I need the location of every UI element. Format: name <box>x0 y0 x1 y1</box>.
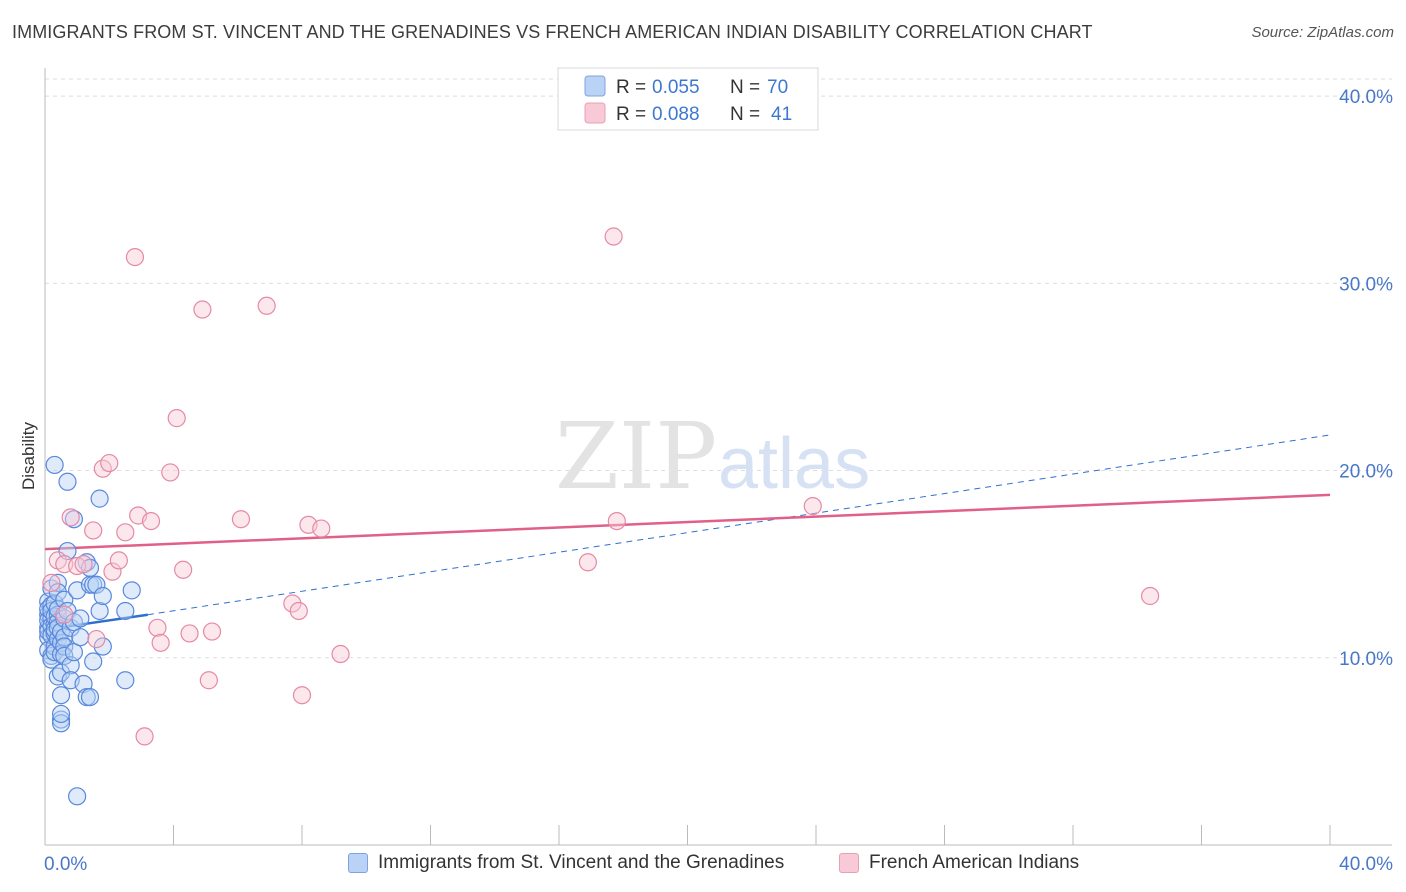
data-point-french-american-indian <box>1140 586 1160 606</box>
axes <box>44 68 1392 846</box>
data-point-immigrants <box>51 686 71 705</box>
data-point-french-american-indian <box>68 556 87 576</box>
data-point-french-american-indian <box>151 633 170 652</box>
data-point-french-american-indian <box>202 622 222 641</box>
data-point-immigrants <box>84 652 103 671</box>
grid-lines <box>45 78 1392 659</box>
y-tick-label: 20.0% <box>1339 462 1393 483</box>
data-point-french-american-indian <box>257 296 276 315</box>
source-credit: Source: ZipAtlas.com <box>1251 24 1394 41</box>
data-point-french-american-indian <box>74 555 93 574</box>
data-point-french-american-indian <box>87 629 106 649</box>
data-point-immigrants <box>68 787 87 806</box>
data-point-french-american-indian <box>161 463 180 482</box>
legend-swatch-blue <box>584 75 606 97</box>
data-point-immigrants <box>80 687 100 707</box>
watermark-atlas: atlas <box>718 424 870 504</box>
data-point-immigrants <box>55 590 74 609</box>
data-point-immigrants <box>55 637 74 656</box>
data-point-immigrants <box>71 628 90 647</box>
data-point-french-american-indian <box>292 686 312 705</box>
legend-label: Immigrants from St. Vincent and the Gren… <box>378 852 785 873</box>
y-tick-label: 40.0% <box>1339 87 1393 108</box>
data-point-french-american-indian <box>199 671 218 690</box>
data-point-french-american-indian <box>125 248 145 267</box>
data-point-immigrants <box>55 628 74 647</box>
data-point-immigrants <box>64 643 84 662</box>
legend-bottom: Immigrants from St. Vincent and the Gren… <box>0 850 1406 880</box>
tick-labels: 10.0% 20.0% 30.0% 40.0% 0.0% 40.0% <box>44 87 1393 875</box>
trend-line-french-american-indians <box>44 493 1331 551</box>
data-point-immigrants <box>87 575 106 594</box>
data-point-immigrants <box>48 573 67 592</box>
data-point-french-american-indian <box>55 605 74 624</box>
data-point-french-american-indian <box>578 553 598 572</box>
data-points <box>39 227 1160 806</box>
data-point-french-american-indian <box>193 300 212 319</box>
legend-r-value: 0.088 <box>652 104 700 125</box>
y-tick-label: 30.0% <box>1339 274 1393 295</box>
data-point-french-american-indian <box>803 497 822 516</box>
data-point-french-american-indian <box>607 511 626 531</box>
data-point-immigrants <box>93 637 112 656</box>
data-point-french-american-indian <box>100 453 119 473</box>
data-point-immigrants <box>93 586 112 606</box>
data-point-french-american-indian <box>84 521 103 540</box>
y-tick-label: 10.0% <box>1339 649 1393 670</box>
data-point-immigrants <box>116 671 135 690</box>
data-point-immigrants <box>58 472 77 491</box>
data-point-french-american-indian <box>289 601 308 621</box>
data-point-immigrants <box>51 704 71 724</box>
data-point-french-american-indian <box>109 551 128 570</box>
legend-swatch-pink <box>839 853 859 873</box>
trend-line-immigrants-dashed <box>147 434 1331 616</box>
data-point-french-american-indian <box>174 560 193 579</box>
legend-label: French American Indians <box>869 852 1080 873</box>
legend-r-label: R = <box>616 104 651 125</box>
data-point-french-american-indian <box>103 562 122 581</box>
watermark: ZIP atlas <box>555 403 870 510</box>
data-point-immigrants <box>51 714 71 733</box>
data-point-immigrants <box>64 510 84 529</box>
data-point-french-american-indian <box>42 573 61 592</box>
x-tick-label: 40.0% <box>1339 854 1393 875</box>
data-point-immigrants <box>90 601 109 621</box>
legend-n-value: 70 <box>767 77 788 98</box>
data-point-immigrants <box>55 646 74 665</box>
data-point-immigrants <box>116 601 135 621</box>
data-point-french-american-indian <box>167 409 186 428</box>
data-point-french-american-indian <box>141 511 161 531</box>
y-axis-label: Disability <box>19 421 38 490</box>
watermark-zip: ZIP <box>555 403 717 510</box>
data-point-immigrants <box>77 553 96 572</box>
x-tick-label: 0.0% <box>44 854 87 875</box>
data-point-immigrants <box>45 455 64 475</box>
legend-n-value: 41 <box>771 104 792 125</box>
data-point-french-american-indian <box>148 618 167 637</box>
legend-n-label: N = <box>730 104 765 125</box>
data-point-immigrants <box>61 618 80 637</box>
data-point-french-american-indian <box>135 727 154 746</box>
legend-top: R = 0.055 N = 70 R = 0.088 N = 41 <box>557 67 819 131</box>
chart-title: IMMIGRANTS FROM ST. VINCENT AND THE GREN… <box>12 22 1093 42</box>
data-point-french-american-indian <box>312 519 331 538</box>
data-point-french-american-indian <box>283 594 302 613</box>
legend-item-immigrants: Immigrants from St. Vincent and the Gren… <box>348 852 784 874</box>
legend-item-french-american-indians: French American Indians <box>839 852 1079 874</box>
legend-n-label: N = <box>730 77 765 98</box>
data-point-immigrants <box>90 489 109 508</box>
legend-r-label: R = <box>616 77 651 98</box>
data-point-immigrants <box>122 581 141 600</box>
data-point-immigrants <box>71 609 90 628</box>
data-point-french-american-indian <box>231 510 251 529</box>
data-point-french-american-indian <box>331 644 350 664</box>
data-point-french-american-indian <box>116 523 135 542</box>
legend-swatch-pink <box>584 102 606 124</box>
data-point-french-american-indian <box>61 508 80 527</box>
data-point-french-american-indian <box>604 227 623 246</box>
legend-r-value: 0.055 <box>652 77 700 98</box>
legend-swatch-blue <box>348 853 368 873</box>
data-point-french-american-indian <box>180 624 199 643</box>
